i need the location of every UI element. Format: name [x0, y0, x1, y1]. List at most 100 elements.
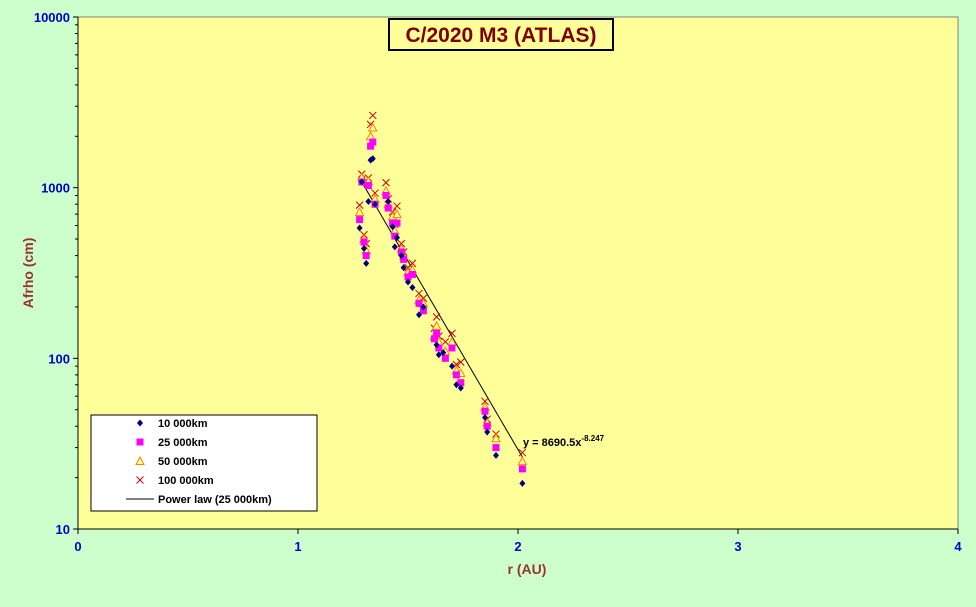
- point-25000km: [481, 407, 489, 415]
- point-100000km: [481, 397, 489, 406]
- chart-title: C/2020 M3 (ATLAS): [406, 24, 597, 47]
- fit-equation-exponent: -8.247: [581, 434, 604, 443]
- point-10000km: [391, 243, 398, 251]
- axes-layer: 0 1 2 3 4 10 100 1000 10000: [34, 10, 963, 554]
- legend-symbols: [126, 419, 154, 500]
- point-50000km: [392, 209, 402, 219]
- point-25000km: [362, 252, 370, 260]
- point-10000km: [457, 384, 464, 392]
- point-50000km: [367, 122, 378, 132]
- point-100000km: [393, 202, 401, 210]
- point-25000km: [415, 299, 423, 307]
- point-25000km: [367, 142, 375, 150]
- point-10000km: [482, 414, 488, 422]
- point-100000km: [518, 448, 527, 457]
- x-tick-label: 4: [954, 539, 962, 554]
- point-10000km: [369, 155, 376, 163]
- point-10000km: [493, 451, 499, 459]
- point-50000km: [491, 433, 501, 443]
- point-100000km: [448, 329, 456, 338]
- point-10000km: [363, 259, 370, 267]
- point-25000km: [397, 248, 405, 256]
- point-100000km: [408, 259, 417, 268]
- point-25000km: [404, 273, 412, 281]
- point-25000km: [389, 219, 397, 227]
- y-tick-label: 10000: [34, 10, 70, 25]
- point-25000km: [483, 422, 491, 430]
- point-10000km: [433, 341, 440, 349]
- point-25000km: [360, 238, 368, 246]
- point-100000km: [371, 189, 379, 197]
- point-100000km: [432, 313, 441, 321]
- point-10000km: [394, 234, 400, 242]
- point-100000km: [368, 111, 377, 120]
- point-10000km: [484, 428, 491, 436]
- x-axis-label: r (AU): [508, 561, 547, 577]
- power-law-line: [359, 178, 523, 458]
- point-10000km: [358, 178, 365, 186]
- legend: 10 000km 25 000km 50 000km 100 000km Pow…: [90, 414, 318, 512]
- legend-label-100000km: 100 000km: [158, 475, 214, 487]
- fit-equation: y = 8690.5x-8.247: [523, 434, 605, 449]
- point-25000km: [457, 379, 465, 387]
- point-10000km: [385, 197, 392, 205]
- point-25000km: [441, 354, 449, 362]
- x-tick-label: 2: [514, 539, 521, 554]
- point-50000km: [354, 206, 365, 217]
- point-25000km: [369, 138, 377, 146]
- point-25000km: [364, 181, 372, 189]
- point-10000km: [416, 311, 422, 319]
- point-10000km: [356, 224, 363, 232]
- x-tick-label: 3: [734, 539, 741, 554]
- point-25000km: [408, 270, 416, 278]
- point-25000km: [430, 335, 438, 343]
- point-10000km: [453, 381, 460, 389]
- point-10000km: [449, 362, 455, 370]
- point-10000km: [365, 197, 372, 205]
- point-25000km: [400, 255, 408, 263]
- point-10000km: [519, 479, 526, 487]
- point-25000km: [435, 344, 443, 352]
- x-tick-label: 1: [294, 539, 301, 554]
- point-25000km: [382, 191, 390, 199]
- point-10000km: [405, 278, 411, 286]
- point-100000km: [382, 178, 390, 187]
- point-25000km: [384, 204, 392, 212]
- point-25000km: [492, 444, 500, 452]
- point-25000km: [419, 307, 427, 315]
- y-axis-label: Afrho (cm): [20, 238, 36, 309]
- point-25000km: [452, 371, 460, 379]
- point-50000km: [431, 320, 442, 330]
- point-25000km: [433, 329, 441, 337]
- chart-title-box: C/2020 M3 (ATLAS): [388, 18, 614, 51]
- legend-label-50000km: 50 000km: [158, 456, 208, 468]
- point-10000km: [435, 351, 442, 359]
- point-10000km: [420, 303, 427, 311]
- legend-label-power-law: Power law (25 000km): [158, 494, 272, 506]
- point-10000km: [440, 349, 447, 357]
- point-10000km: [372, 200, 378, 208]
- legend-symbol-100000km: [136, 476, 144, 484]
- x-tick-label: 0: [74, 539, 81, 554]
- point-25000km: [356, 216, 364, 224]
- point-25000km: [518, 465, 526, 473]
- point-10000km: [409, 284, 416, 292]
- y-tick-label: 1000: [41, 181, 70, 196]
- fit-equation-base: y = 8690.5x: [523, 437, 582, 449]
- point-10000km: [361, 245, 367, 253]
- point-100000km: [355, 201, 364, 209]
- legend-label-25000km: 25 000km: [158, 437, 208, 449]
- point-100000km: [456, 358, 465, 366]
- marks-layer: [354, 111, 528, 487]
- legend-label-10000km: 10 000km: [158, 418, 208, 430]
- point-10000km: [389, 223, 396, 231]
- y-tick-label: 100: [48, 351, 70, 366]
- legend-symbol-25000km: [136, 438, 144, 446]
- point-10000km: [398, 252, 405, 260]
- point-25000km: [393, 219, 401, 227]
- point-50000km: [517, 456, 528, 466]
- point-100000km: [441, 337, 450, 346]
- point-25000km: [391, 232, 399, 240]
